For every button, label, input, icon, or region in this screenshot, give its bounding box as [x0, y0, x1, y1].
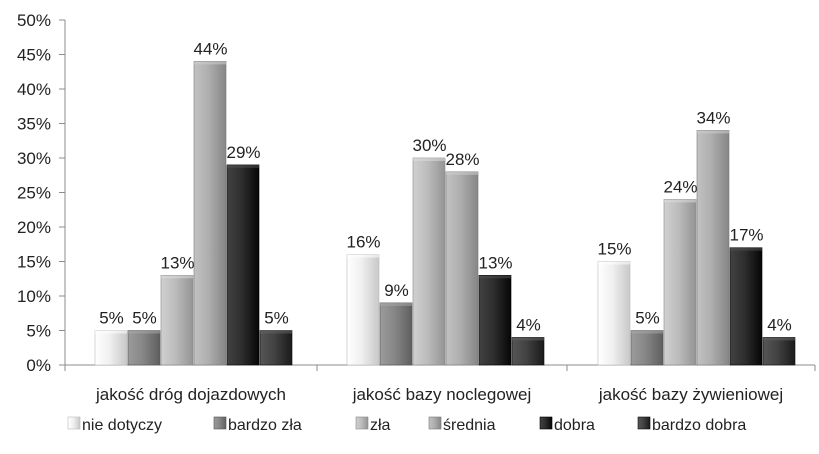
bar-highlight	[631, 331, 663, 334]
y-tick-label: 50%	[17, 11, 51, 30]
y-tick-label: 10%	[17, 287, 51, 306]
legend-swatch	[68, 417, 80, 429]
bar-highlight	[347, 255, 379, 258]
legend-item: bardzo dobra	[638, 417, 746, 434]
bar	[128, 331, 160, 366]
legend-label: dobra	[554, 417, 595, 434]
y-tick-label: 15%	[17, 253, 51, 272]
y-tick-label: 45%	[17, 46, 51, 65]
bar-highlight	[730, 248, 762, 251]
bar-highlight	[697, 130, 729, 133]
bar	[260, 331, 292, 366]
bar-highlight	[446, 172, 478, 175]
bar-highlight	[227, 165, 259, 168]
data-label: 29%	[226, 143, 260, 162]
data-label: 5%	[132, 309, 157, 328]
bar	[446, 172, 478, 365]
data-label: 34%	[696, 108, 730, 127]
legend-item: dobra	[540, 417, 595, 434]
data-label: 4%	[767, 315, 792, 334]
bar	[697, 130, 729, 365]
bar-highlight	[598, 262, 630, 265]
bar	[194, 61, 226, 365]
data-label: 44%	[193, 39, 227, 58]
legend-label: zła	[370, 417, 391, 434]
bar	[479, 275, 511, 365]
bar-highlight	[380, 303, 412, 306]
bar-highlight	[763, 337, 795, 340]
bar-highlight	[664, 199, 696, 202]
bar	[95, 331, 127, 366]
legend-swatch	[540, 417, 552, 429]
legend-item: bardzo zła	[214, 417, 302, 434]
legend-swatch	[638, 417, 650, 429]
bars	[95, 61, 795, 365]
data-label: 13%	[478, 253, 512, 272]
data-label: 5%	[99, 309, 124, 328]
bar-highlight	[260, 331, 292, 334]
data-label: 17%	[729, 226, 763, 245]
bar	[413, 158, 445, 365]
y-tick-label: 35%	[17, 115, 51, 134]
bar	[347, 255, 379, 365]
data-label: 9%	[384, 281, 409, 300]
bar	[598, 262, 630, 366]
data-label: 5%	[264, 309, 289, 328]
bar-highlight	[512, 337, 544, 340]
data-label: 16%	[346, 233, 380, 252]
bar-highlight	[194, 61, 226, 64]
legend-label: średnia	[443, 417, 496, 434]
legend-item: zła	[356, 417, 391, 434]
legend-label: nie dotyczy	[82, 417, 162, 434]
x-category-label: jakość dróg dojazdowych	[95, 385, 286, 404]
bar	[763, 337, 795, 365]
bar	[161, 275, 193, 365]
y-tick-label: 0%	[26, 356, 51, 375]
bar	[730, 248, 762, 365]
legend-label: bardzo zła	[228, 417, 302, 434]
data-label: 24%	[663, 177, 697, 196]
bar-highlight	[161, 275, 193, 278]
data-label: 5%	[635, 309, 660, 328]
y-tick-label: 40%	[17, 80, 51, 99]
x-category-label: jakość bazy noclegowej	[352, 385, 532, 404]
x-category-label: jakość bazy żywieniowej	[598, 385, 783, 404]
legend-item: średnia	[429, 417, 496, 434]
bar-highlight	[95, 331, 127, 334]
bar-highlight	[413, 158, 445, 161]
legend: nie dotyczy bardzo zła zła średnia dobra bard…	[68, 417, 746, 434]
data-label: 15%	[597, 240, 631, 259]
legend-swatch	[429, 417, 441, 429]
y-tick-label: 20%	[17, 218, 51, 237]
legend-item: nie dotyczy	[68, 417, 162, 434]
bar	[380, 303, 412, 365]
bar-highlight	[128, 331, 160, 334]
legend-swatch	[356, 417, 368, 429]
y-tick-label: 30%	[17, 149, 51, 168]
bar	[227, 165, 259, 365]
bar-highlight	[479, 275, 511, 278]
legend-label: bardzo dobra	[652, 417, 746, 434]
y-tick-label: 5%	[26, 322, 51, 341]
data-label: 30%	[412, 136, 446, 155]
bar	[512, 337, 544, 365]
bar	[664, 199, 696, 365]
bar	[631, 331, 663, 366]
data-label: 4%	[516, 315, 541, 334]
y-tick-label: 25%	[17, 184, 51, 203]
data-label: 28%	[445, 150, 479, 169]
data-label: 13%	[160, 253, 194, 272]
legend-swatch	[214, 417, 226, 429]
